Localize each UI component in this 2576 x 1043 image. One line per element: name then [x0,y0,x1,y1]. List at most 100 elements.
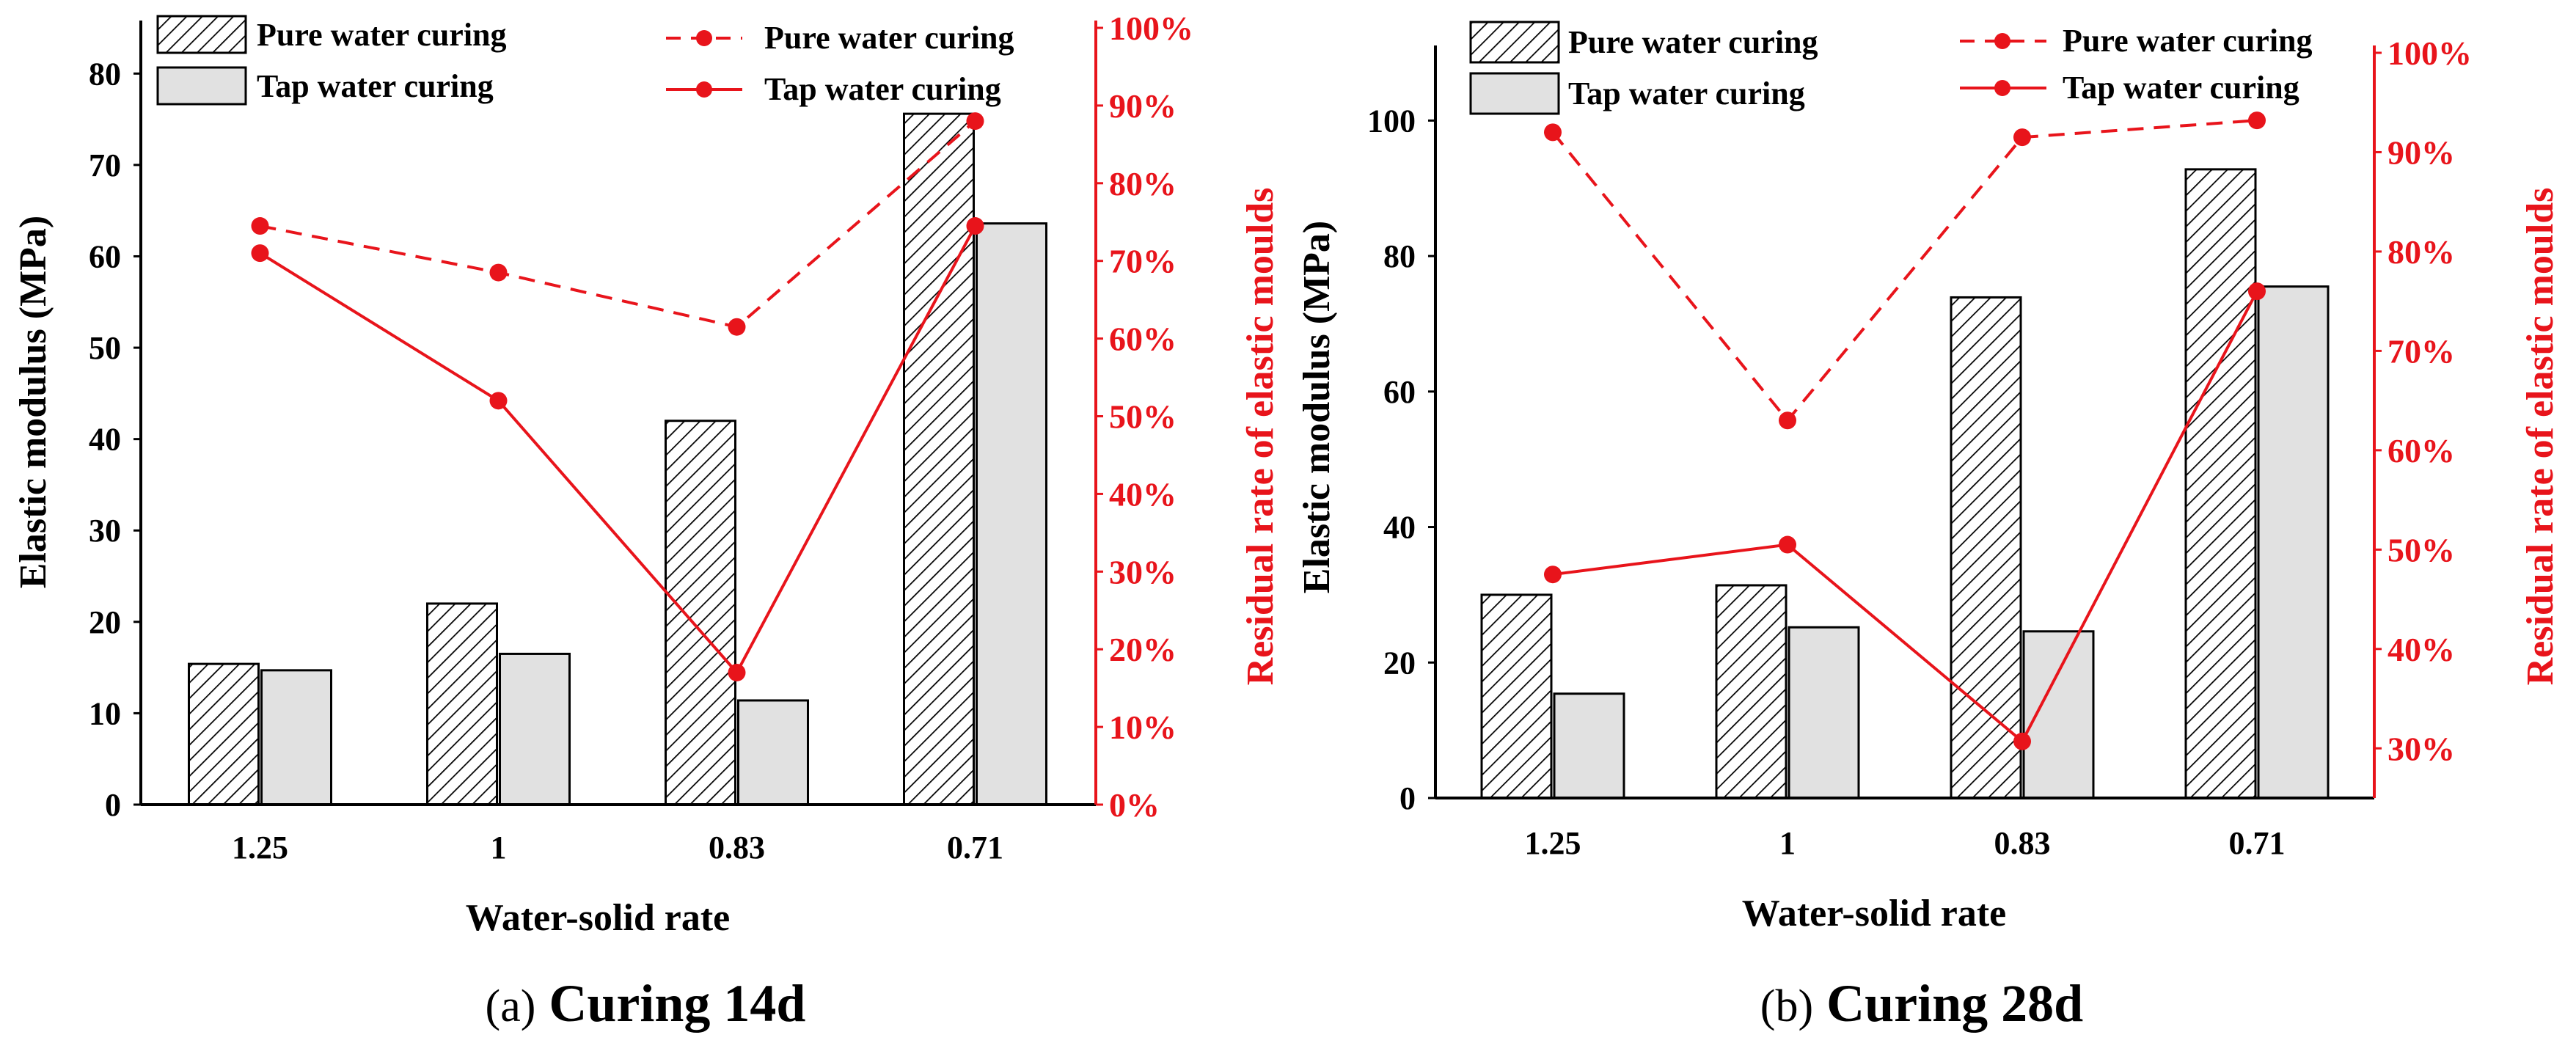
panel-b-chart: 0 20 40 60 80 100 30% 40% 50% 60% 70% 80% 90% 100% 1.2… [1296,21,2561,1033]
panel-a-y2-tick-label-100: 100% [1109,10,1193,47]
panel-a-line-tap-point-0.71 [966,217,984,235]
panel-a-bar-tap-1 [499,652,571,806]
panel-a-caption-prefix: (a) [486,981,536,1031]
panel-b-y2-axis-title: Residual rate of elastic moulds [2520,188,2561,686]
panel-a-legend-swatch-pure-bar [156,15,247,54]
panel-a-legend-label-tap-line: Tap water curing [764,71,1001,107]
panel-a-caption-title: Curing 14d [549,974,805,1033]
panel-b-legend: Pure water curing Tap water curing Pure … [1469,21,2313,115]
panel-a-line-pure-point-0.83 [728,318,746,336]
panel-b-y-tick-label-40: 40 [1383,510,1416,546]
panel-b-y2-tick-label-100: 100% [2387,34,2472,72]
panel-a-bar-pure-1.25 [188,662,260,806]
panel-a-y-tick-label-30: 30 [89,513,121,549]
panel-b-line-tap-point-1 [1779,535,1796,554]
panel-a-y-axis-title: Elastic modulus (MPa) [12,216,54,588]
panel-b-bars [1480,168,2330,799]
panel-a-y2-tick-label-60: 60% [1109,321,1177,358]
panel-b-y2-tick-label-50: 50% [2387,531,2455,568]
panel-b-legend-swatch-tap-bar [1469,72,1560,115]
panel-b-caption-prefix: (b) [1760,981,1813,1031]
panel-b-legend-marker-tap-line [1994,80,2010,96]
panel-b-line-pure [1551,119,2258,423]
panel-b-bar-tap-1.25 [1553,692,1625,799]
panel-a-bar-pure-0.83 [665,420,736,806]
panel-b-bar-tap-0.71 [2257,285,2330,799]
panel-a-y2-tick-label-70: 70% [1109,243,1177,280]
panel-b-x-tick-label-0.71: 0.71 [2229,825,2286,861]
panel-a-line-pure-point-1.25 [251,217,269,235]
panel-b-y-tick-label-0: 0 [1399,780,1416,816]
panel-a-y-tick-label-40: 40 [89,422,121,458]
panel-b-y-tick-label-100: 100 [1367,103,1416,139]
panel-a-y2-tick-label-80: 80% [1109,165,1177,202]
panel-b-bar-tap-1 [1788,626,1860,799]
panel-b-legend-label-pure-bar: Pure water curing [1568,24,1818,60]
panel-a-y-tick-label-60: 60 [89,238,121,274]
panel-a-legend-marker-tap-line [696,81,712,98]
panel-b-x-tick-label-1.25: 1.25 [1525,825,1581,861]
panel-b-bar-pure-0.83 [1950,296,2022,799]
panel-a-line-tap-point-0.83 [728,663,746,681]
panel-a-line-tap-point-1 [489,392,508,410]
panel-b-caption: (b) Curing 28d [1760,974,2083,1033]
panel-b-legend-label-tap-bar: Tap water curing [1568,76,1805,111]
panel-b-bar-tap-0.83 [2022,630,2095,799]
panel-a-bar-tap-0.71 [976,222,1047,806]
panel-a-line-pure-point-1 [489,263,508,282]
panel-b-legend-label-tap-line: Tap water curing [2063,70,2299,106]
panel-a-legend-label-tap-bar: Tap water curing [257,68,494,104]
panel-a-x-tick-label-1.25: 1.25 [232,830,288,865]
panel-b-y2-tick-label-90: 90% [2387,133,2455,171]
panel-a-y-tick-label-10: 10 [89,695,121,731]
panel-a-x-tick-label-0.71: 0.71 [947,830,1003,865]
panel-a-y-tick-label-20: 20 [89,604,121,640]
panel-a-line-tap [259,225,977,676]
panel-b-line-pure-point-0.71 [2248,111,2266,130]
panel-a-x-tick-label-1: 1 [491,830,507,865]
panel-b-bar-pure-1 [1715,584,1788,799]
panel-a-x-axis-title: Water-solid rate [466,897,731,939]
panel-b-bar-pure-1.25 [1480,593,1553,799]
panel-b-line-tap [1552,290,2258,744]
panel-a-legend-marker-pure-line [696,30,712,46]
panel-a-y-tick-label-0: 0 [105,787,121,823]
panel-a-legend-swatch-tap-bar [156,66,247,106]
panel-b-y-tick-label-80: 80 [1383,238,1416,274]
panel-b-x-axis-title: Water-solid rate [1742,893,2007,934]
panel-a-y2-tick-label-90: 90% [1109,87,1177,125]
panel-b-lines [1544,111,2266,750]
panel-b-line-pure-point-0.83 [2013,128,2031,147]
panel-a-lines [251,112,984,681]
panel-a-line-tap-point-1.25 [251,244,269,263]
panel-a-legend: Pure water curing Tap water curing Pure … [156,15,1014,107]
panel-a-y2-tick-label-0: 0% [1109,786,1160,824]
panel-a-bar-pure-1 [426,602,498,806]
panel-b-axes: 0 20 40 60 80 100 30% 40% 50% 60% 70% 80% 90% 100% 1.2… [1367,34,2472,861]
panel-a-line-pure-point-0.71 [966,112,984,131]
panel-a-y2-axis-title: Residual rate of elastic moulds [1240,188,1281,686]
panel-b-y2-tick-label-40: 40% [2387,631,2455,668]
panel-b-bar-pure-0.71 [2184,168,2257,799]
panel-a-y2-tick-label-50: 50% [1109,398,1177,436]
panel-b-line-tap-point-1.25 [1544,566,1562,584]
panel-b-legend-swatch-pure-bar [1469,21,1560,64]
panel-a-bar-tap-1.25 [260,669,332,806]
panel-a-axes: 0 10 20 30 40 50 60 70 80 0% 10% 20% 30% 40% 50% 60% 70%… [89,10,1193,865]
panel-a-caption: (a) Curing 14d [486,974,806,1033]
panel-a-bars [188,112,1047,806]
panel-b-y-axis-title: Elastic modulus (MPa) [1296,221,1338,593]
panel-b-x-tick-label-0.83: 0.83 [1994,825,2051,861]
panel-b-y-tick-label-20: 20 [1383,645,1416,681]
panel-b-legend-label-pure-line: Pure water curing [2063,23,2313,59]
panel-a-x-tick-label-0.83: 0.83 [709,830,765,865]
panel-b-x-tick-label-1: 1 [1779,825,1796,861]
panel-b-line-tap-point-0.71 [2248,282,2266,301]
panel-a-legend-label-pure-bar: Pure water curing [257,17,507,53]
panel-a-line-pure [260,120,976,329]
panel-b-y2-tick-label-70: 70% [2387,332,2455,370]
panel-b-caption-title: Curing 28d [1826,974,2083,1033]
panel-b-y2-tick-label-30: 30% [2387,730,2455,767]
panel-b-line-pure-point-1 [1779,411,1796,430]
panel-a-y-tick-label-70: 70 [89,147,121,183]
